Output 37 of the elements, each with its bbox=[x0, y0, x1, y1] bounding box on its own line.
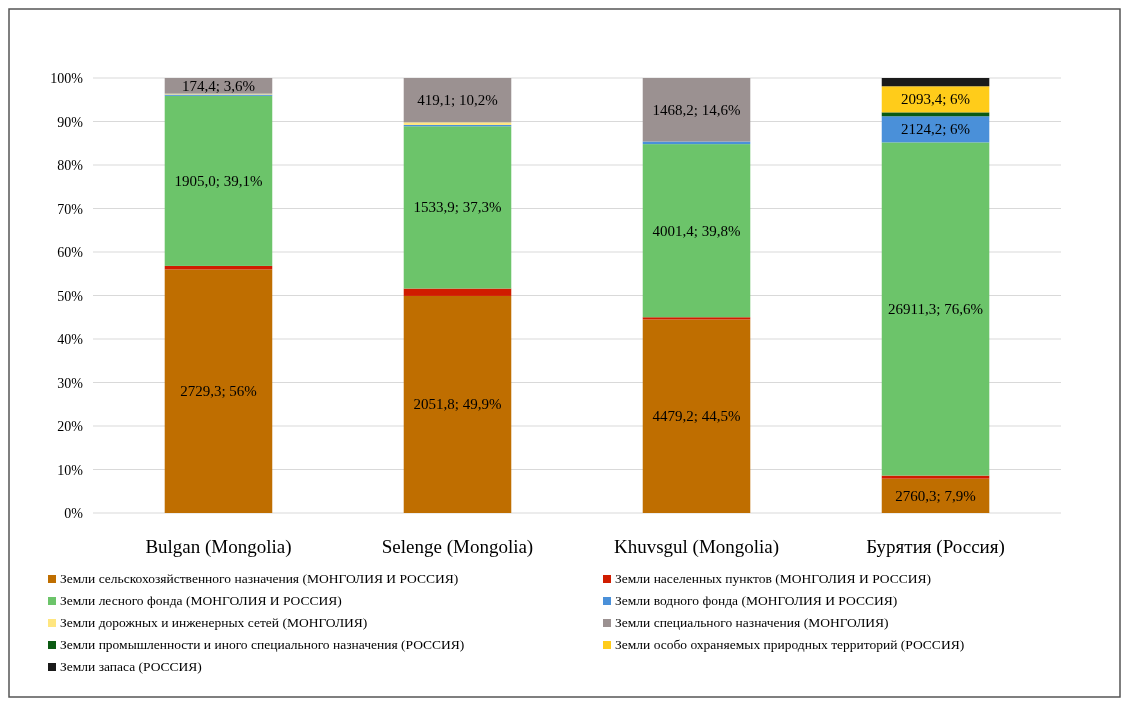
data-label: 1533,9; 37,3% bbox=[413, 199, 502, 216]
data-label: 174,4; 3,6% bbox=[182, 77, 255, 94]
data-label: 1468,2; 14,6% bbox=[652, 101, 741, 118]
y-tick-label: 30% bbox=[57, 375, 84, 391]
legend-label: Земли лесного фонда (МОНГОЛИЯ И РОССИЯ) bbox=[60, 593, 342, 608]
data-label: 2760,3; 7,9% bbox=[895, 487, 976, 504]
legend-label: Земли запаса (РОССИЯ) bbox=[60, 659, 202, 674]
legend-label: Земли населенных пунктов (МОНГОЛИЯ И РОССИЯ) bbox=[615, 571, 931, 586]
legend-label: Земли дорожных и инженерных сетей (МОНГОЛИЯ) bbox=[60, 615, 368, 630]
data-label: 4479,2; 44,5% bbox=[652, 408, 741, 425]
y-tick-label: 20% bbox=[57, 419, 84, 434]
legend-label: Земли сельскохозяйственного назначения (МОНГОЛИЯ И РОССИЯ) bbox=[60, 571, 459, 586]
data-label: 4001,4; 39,8% bbox=[652, 222, 741, 239]
data-label: 2051,8; 49,9% bbox=[413, 396, 502, 413]
data-label: 419,1; 10,2% bbox=[417, 92, 498, 109]
x-tick-label: Selenge (Mongolia) bbox=[381, 536, 534, 558]
y-tick-label: 50% bbox=[57, 288, 84, 304]
x-tick-label: Bulgan (Mongolia) bbox=[145, 536, 292, 558]
y-tick-label: 40% bbox=[57, 332, 84, 347]
y-tick-label: 100% bbox=[50, 71, 84, 86]
y-tick-label: 0% bbox=[64, 506, 84, 521]
y-tick-label: 90% bbox=[57, 114, 84, 130]
y-tick-label: 10% bbox=[57, 462, 84, 478]
legend-label: Земли особо охраняемых природных территорий (РОССИЯ) bbox=[615, 637, 965, 652]
y-tick-label: 70% bbox=[57, 201, 84, 217]
legend-label: Земли специального назначения (МОНГОЛИЯ) bbox=[615, 615, 889, 630]
legend-label: Земли промышленности и иного специального назначения (РОССИЯ) bbox=[60, 637, 465, 652]
y-tick-label: 60% bbox=[57, 245, 84, 260]
data-label: 2093,4; 6% bbox=[900, 91, 971, 108]
data-label: 2729,3; 56% bbox=[180, 383, 257, 400]
legend-label: Земли водного фонда (МОНГОЛИЯ И РОССИЯ) bbox=[615, 593, 898, 608]
x-tick-label: Бурятия (Россия) bbox=[866, 536, 1005, 558]
x-tick-label: Khuvsgul (Mongolia) bbox=[613, 536, 780, 558]
data-label: 26911,3; 76,6% bbox=[888, 300, 983, 317]
data-label: 1905,0; 39,1% bbox=[174, 172, 263, 189]
y-tick-label: 80% bbox=[57, 158, 84, 173]
data-label: 2124,2; 6% bbox=[900, 121, 971, 138]
